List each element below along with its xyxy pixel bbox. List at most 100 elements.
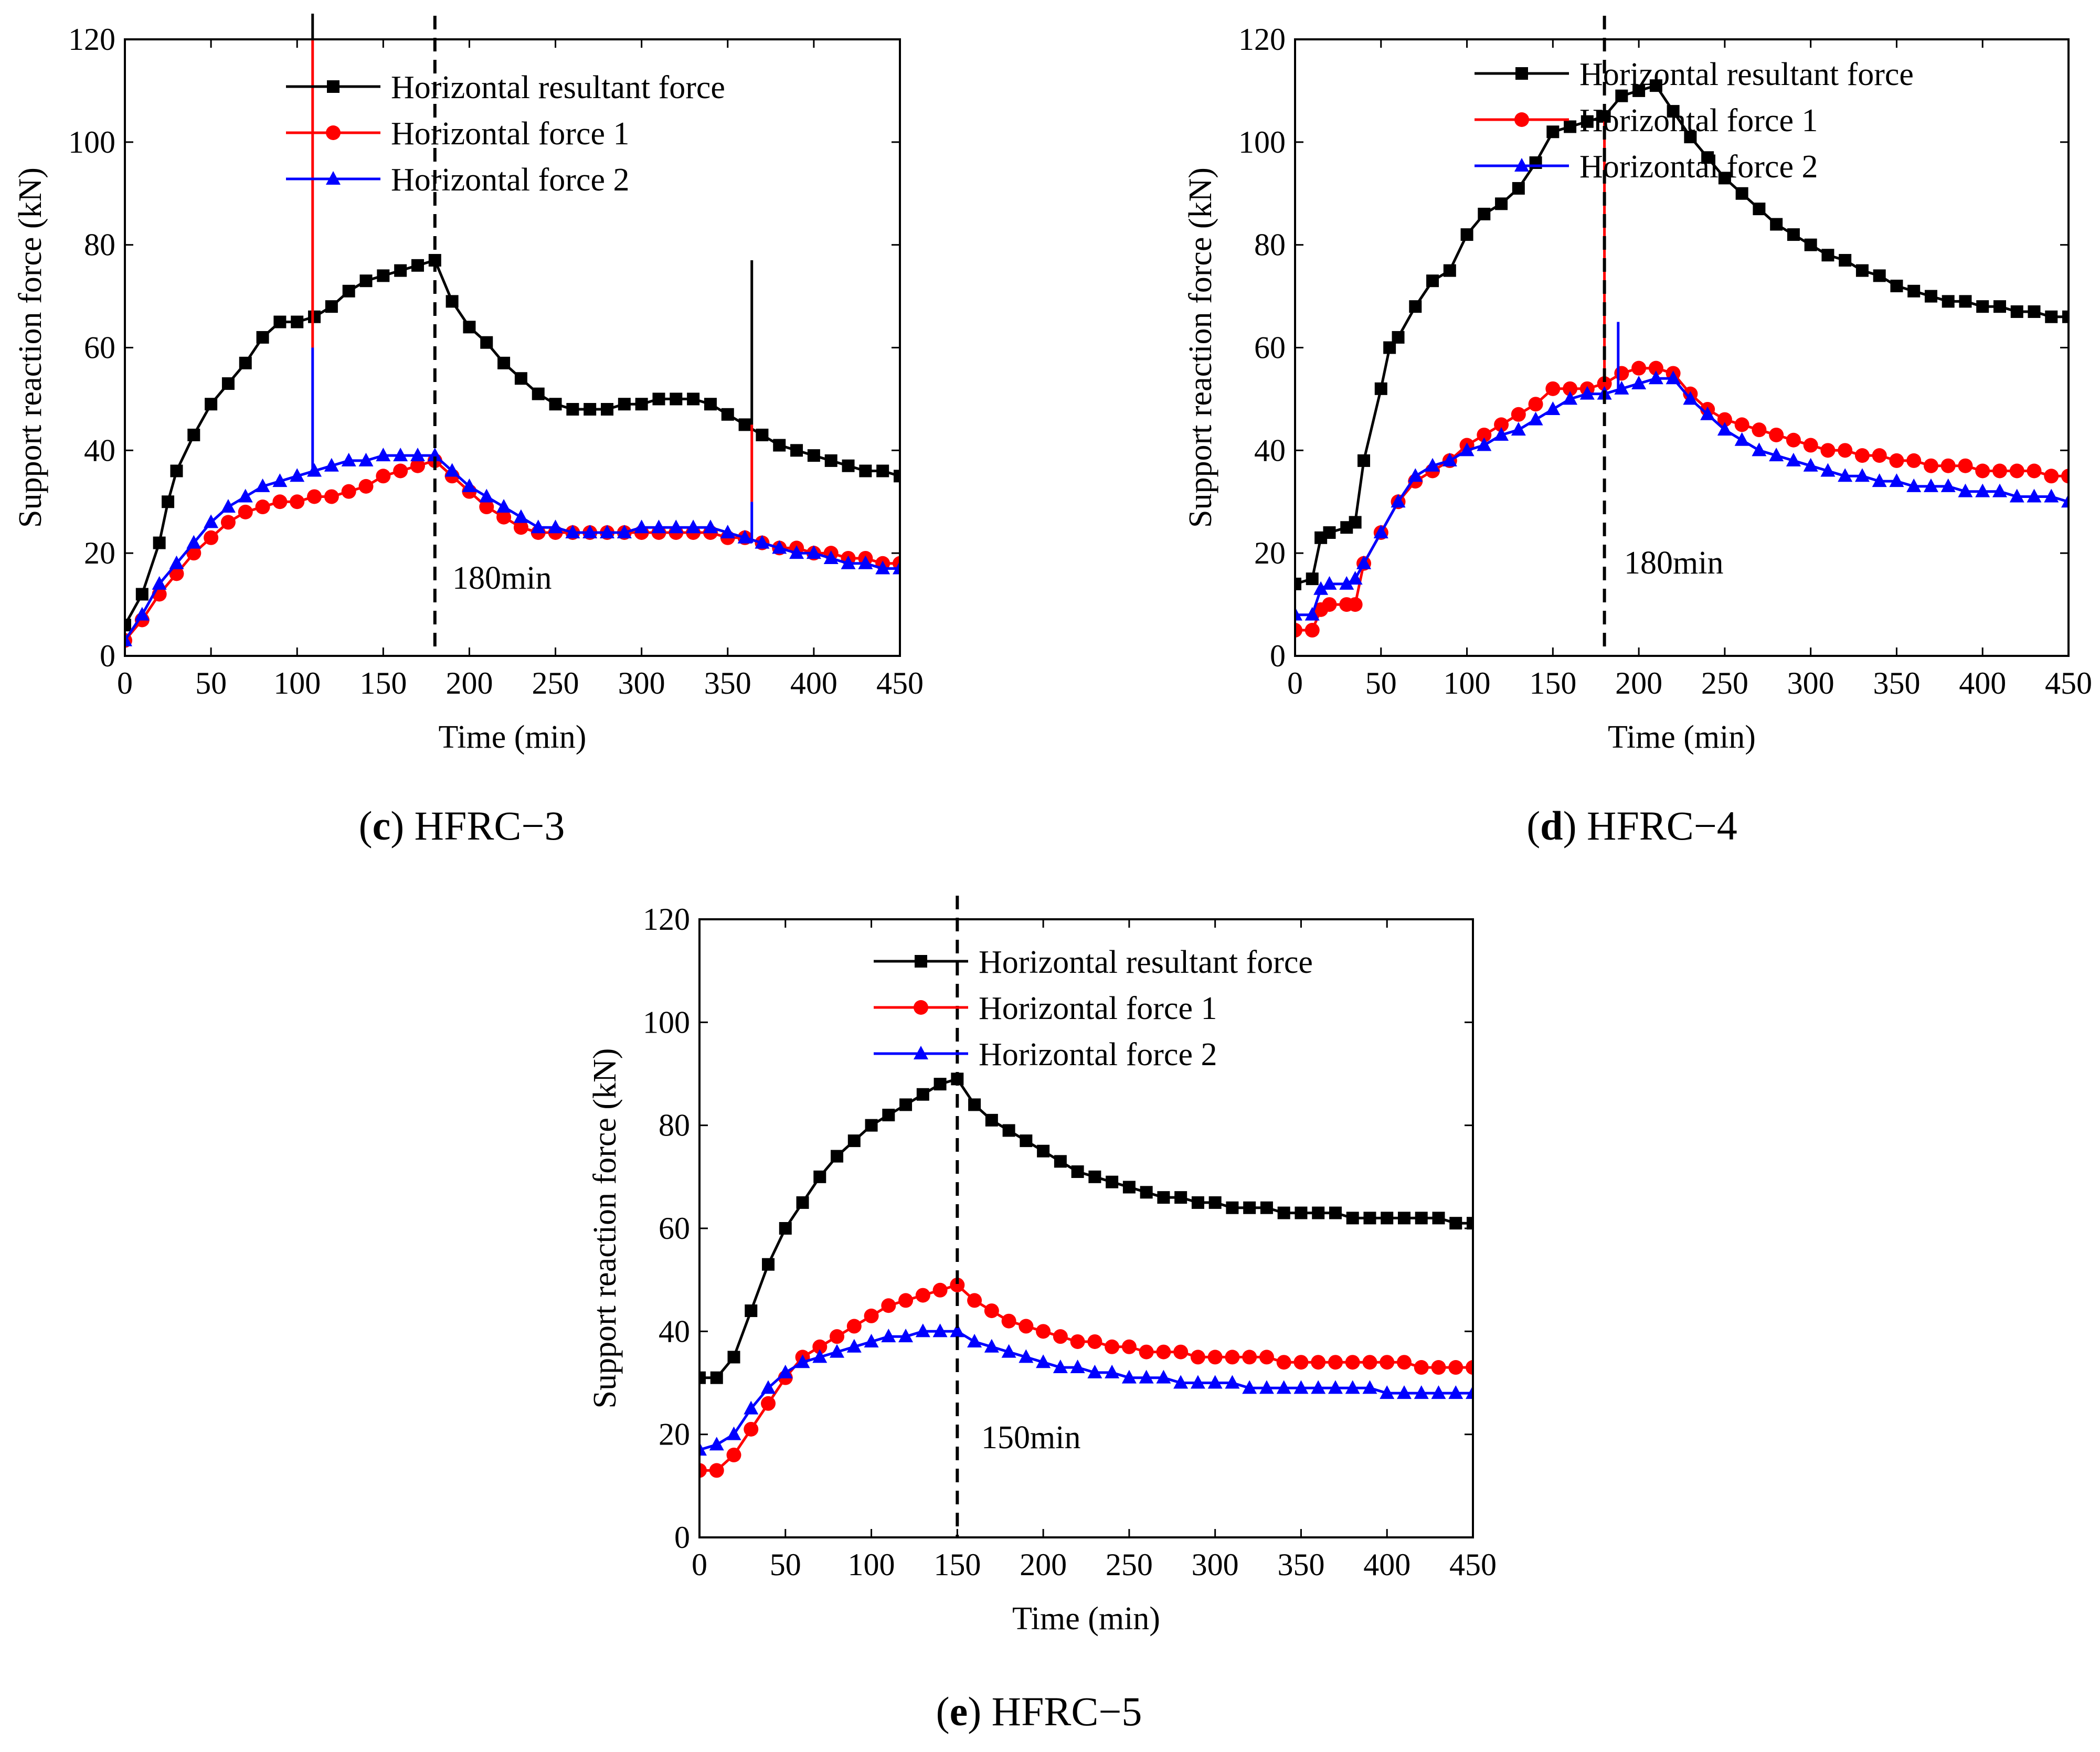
data-point [806,545,821,559]
data-point [1243,1201,1256,1214]
data-point [1443,264,1456,277]
data-point [394,264,407,277]
data-point [882,1109,895,1122]
data-point [1976,300,1989,313]
data-point [186,546,201,561]
data-point [968,1098,981,1111]
data-point [1993,300,2006,313]
data-point [1312,1206,1325,1219]
data-point [1396,1355,1412,1370]
data-point [513,520,528,535]
data-point [1408,468,1423,482]
data-point [1304,607,1320,621]
data-point [1174,1191,1187,1204]
data-point [393,448,408,462]
data-point [1088,1170,1101,1183]
data-point [462,478,477,492]
legend-label: Horizontal force 1 [391,116,629,152]
y-tick-label: 120 [643,902,690,937]
data-point [1873,269,1886,282]
data-point [1477,437,1492,451]
data-point [1449,1217,1462,1230]
y-tick-label: 80 [659,1108,690,1143]
data-point [1855,264,1869,277]
x-tick-label: 200 [1615,666,1662,700]
data-point [1477,427,1492,442]
data-point [1872,448,1887,463]
x-tick-label: 200 [1020,1547,1067,1582]
data-point [687,392,700,406]
data-point [358,452,374,466]
data-point [1190,1350,1205,1365]
data-point [932,1323,948,1337]
data-point [1356,555,1372,569]
data-point [812,1339,828,1354]
data-point [496,509,512,525]
data-point [1225,1350,1240,1365]
x-tick-label: 150 [934,1547,981,1582]
data-point [1889,473,1904,487]
data-point [377,269,390,282]
data-point [1734,432,1749,446]
x-tick-label: 300 [1192,1547,1239,1582]
data-point [1328,1380,1343,1394]
data-point [239,356,252,369]
data-point [721,408,734,421]
vline-label: 150min [981,1420,1080,1456]
data-point [761,1396,776,1411]
series-line [699,1330,1473,1451]
data-point [1821,249,1834,262]
data-point [795,1354,810,1368]
x-tick-label: 350 [1277,1547,1324,1582]
data-point [1684,131,1697,144]
data-point [1259,1380,1274,1394]
data-point [1362,1380,1377,1394]
data-point [635,398,648,411]
data-point [1494,427,1509,441]
x-tick-label: 0 [117,666,133,700]
data-point [1019,1319,1034,1334]
data-point [1494,417,1509,432]
data-point [1820,463,1836,477]
data-point [169,566,184,581]
data-point [1431,1385,1446,1399]
data-point [1139,1344,1154,1360]
data-point [1304,623,1320,638]
data-point [1649,79,1662,92]
data-point [1667,105,1680,118]
data-point [1349,516,1362,529]
data-point [307,463,322,477]
data-point [1466,1385,1473,1399]
data-point [1614,366,1629,381]
data-point [1087,1364,1102,1378]
legend-marker [914,1046,928,1059]
data-point [324,489,339,504]
data-point [761,1380,776,1394]
data-point [1087,1334,1102,1349]
legend-marker [1514,112,1529,127]
data-point [497,356,511,369]
data-point [1545,401,1561,415]
data-point [1276,1380,1291,1394]
y-tick-label: 120 [68,22,115,57]
caption-name: HFRC−5 [992,1689,1142,1734]
data-point [755,535,770,549]
legend-marker [1515,67,1528,80]
data-point [686,519,701,534]
data-point [1020,1134,1033,1148]
x-axis-title: Time (min) [1012,1601,1160,1637]
caption-paren-open: ( [1526,803,1540,848]
data-point [807,449,820,462]
x-tick-label: 250 [532,666,579,700]
data-point [915,1323,930,1337]
data-point [1579,386,1595,400]
data-point [1362,1355,1377,1370]
data-point [1313,581,1329,595]
data-point [1242,1380,1257,1394]
data-point [1207,1375,1223,1389]
data-point [238,489,253,503]
data-point [1889,453,1904,468]
y-tick-label: 60 [84,331,115,365]
data-point [2062,310,2069,323]
y-tick-label: 20 [84,536,115,570]
